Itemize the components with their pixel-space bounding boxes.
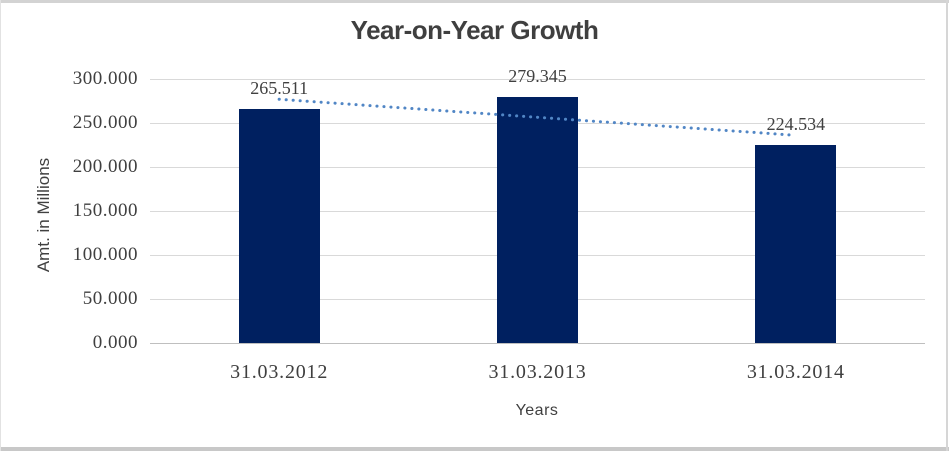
gridline: [150, 78, 925, 80]
y-tick-label: 200.000: [72, 156, 138, 177]
y-tick-label: 150.000: [72, 200, 138, 221]
x-tick-label: 31.03.2012: [230, 361, 329, 383]
x-axis-title: Years: [515, 402, 559, 419]
y-tick-label: 250.000: [72, 112, 138, 133]
y-tick-label: 0.000: [92, 332, 138, 353]
y-tick-label: 100.000: [72, 244, 138, 265]
bar-data-label: 279.345: [508, 66, 567, 87]
chart-border-bottom: [0, 447, 949, 451]
bar: [238, 109, 320, 343]
bar-data-label: 224.534: [766, 114, 826, 135]
x-tick-label: 31.03.2013: [488, 361, 587, 383]
x-tick-label: 31.03.2014: [746, 361, 845, 383]
chart-border-right: [946, 0, 948, 451]
chart-border-left: [0, 0, 1, 451]
chart-border-top: [0, 0, 949, 3]
y-tick-label: 300.000: [72, 68, 138, 89]
bar-data-label: 265.511: [250, 78, 309, 99]
x-axis-line: [150, 342, 925, 344]
chart-title: Year-on-Year Growth: [350, 15, 599, 45]
y-tick-label: 50.000: [82, 288, 138, 309]
bar: [755, 145, 837, 343]
bar: [497, 97, 578, 343]
